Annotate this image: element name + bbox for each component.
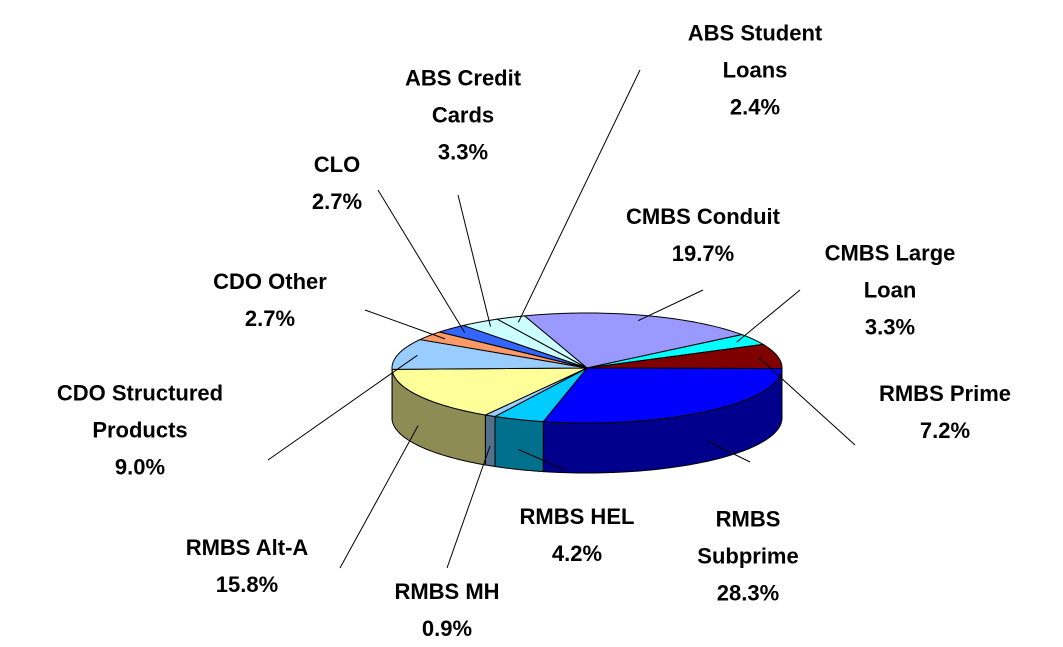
category-label: RMBS Prime (845, 375, 1045, 412)
category-label: CMBS Conduit (573, 198, 833, 235)
value-label: 7.2% (845, 412, 1045, 449)
value-label: 0.9% (367, 610, 527, 647)
category-label: ABS Credit Cards (398, 60, 528, 134)
category-label: RMBS MH (367, 573, 527, 610)
leader-line (518, 70, 640, 322)
tops (392, 313, 782, 423)
category-label: RMBS Alt-A (147, 529, 347, 566)
value-label: 15.8% (147, 566, 347, 603)
leader-line (365, 310, 445, 339)
category-label: CDO Structured Products (25, 375, 255, 449)
value-label: 19.7% (573, 235, 833, 272)
category-label: RMBS HEL (497, 498, 657, 535)
category-label: CMBS Large Loan (820, 235, 960, 309)
category-label: CDO Other (170, 263, 370, 300)
value-label: 2.7% (170, 300, 370, 337)
value-label: 2.4% (685, 89, 825, 126)
category-label: ABS Student Loans (685, 15, 825, 89)
value-label: 2.7% (277, 183, 397, 220)
value-label: 4.2% (497, 535, 657, 572)
value-label: 3.3% (820, 309, 960, 346)
leader-line (638, 290, 703, 321)
slice-side (485, 415, 495, 467)
value-label: 28.3% (693, 575, 803, 612)
value-label: 3.3% (398, 134, 528, 171)
category-label: CLO (277, 146, 397, 183)
leader-line (458, 195, 491, 327)
leader-line (447, 446, 490, 568)
slice-side (495, 416, 543, 471)
leader-line (737, 290, 800, 342)
category-label: RMBS Subprime (693, 501, 803, 575)
value-label: 9.0% (25, 449, 255, 486)
leader-line (340, 426, 418, 568)
